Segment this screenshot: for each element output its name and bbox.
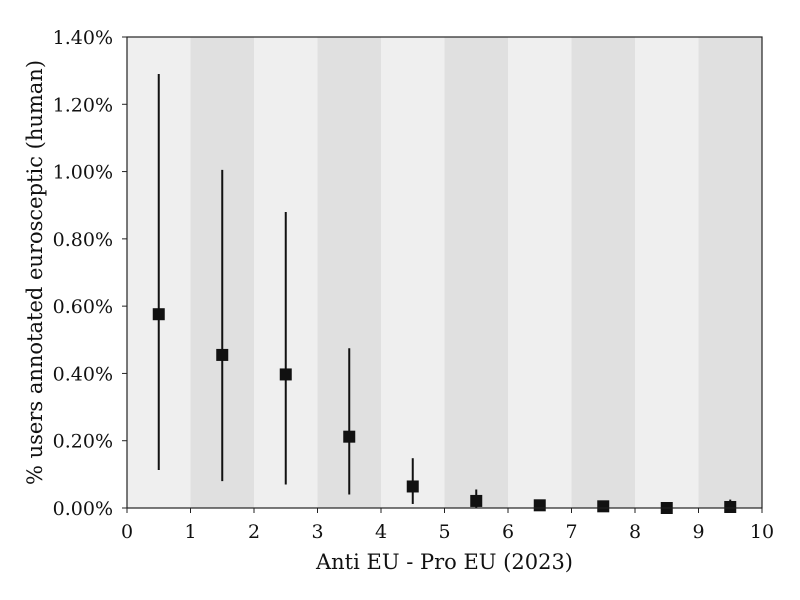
x-tick-label: 2 bbox=[248, 521, 260, 543]
data-point bbox=[152, 308, 165, 321]
background-band bbox=[444, 37, 508, 508]
background-band bbox=[571, 37, 635, 508]
y-axis-ticks: 0.00% 0.20% 0.40% 0.60% 0.80% 1.00% 1.20% 1.40% bbox=[53, 27, 127, 520]
x-tick-label: 0 bbox=[121, 521, 133, 543]
x-tick-label: 3 bbox=[311, 521, 323, 543]
background-bands bbox=[127, 37, 762, 508]
x-tick-label: 5 bbox=[438, 521, 450, 543]
data-point bbox=[279, 368, 292, 381]
x-tick-label: 10 bbox=[750, 521, 774, 543]
x-axis-ticks: 0 1 2 3 4 5 6 7 8 9 10 bbox=[121, 508, 774, 543]
x-tick-label: 9 bbox=[692, 521, 704, 543]
background-band bbox=[381, 37, 445, 508]
y-tick-label: 1.20% bbox=[53, 94, 113, 116]
background-band bbox=[508, 37, 572, 508]
data-point bbox=[343, 430, 356, 443]
x-tick-label: 4 bbox=[375, 521, 387, 543]
data-point bbox=[533, 499, 546, 512]
x-tick-label: 6 bbox=[502, 521, 514, 543]
x-tick-label: 8 bbox=[629, 521, 641, 543]
y-tick-label: 0.20% bbox=[53, 431, 113, 453]
data-point bbox=[724, 500, 737, 513]
background-band bbox=[635, 37, 699, 508]
y-tick-label: 0.60% bbox=[53, 296, 113, 318]
x-tick-label: 7 bbox=[565, 521, 577, 543]
data-point bbox=[406, 480, 419, 493]
background-band bbox=[698, 37, 762, 508]
y-tick-label: 1.00% bbox=[53, 162, 113, 184]
x-tick-label: 1 bbox=[184, 521, 196, 543]
y-axis-title: % users annotated eurosceptic (human) bbox=[23, 60, 47, 485]
data-point bbox=[216, 348, 229, 361]
data-point bbox=[470, 494, 483, 507]
data-point bbox=[597, 500, 610, 513]
y-tick-label: 0.00% bbox=[53, 498, 113, 520]
y-tick-label: 1.40% bbox=[53, 27, 113, 49]
x-axis-title: Anti EU - Pro EU (2023) bbox=[315, 550, 573, 574]
y-tick-label: 0.40% bbox=[53, 363, 113, 385]
y-tick-label: 0.80% bbox=[53, 229, 113, 251]
